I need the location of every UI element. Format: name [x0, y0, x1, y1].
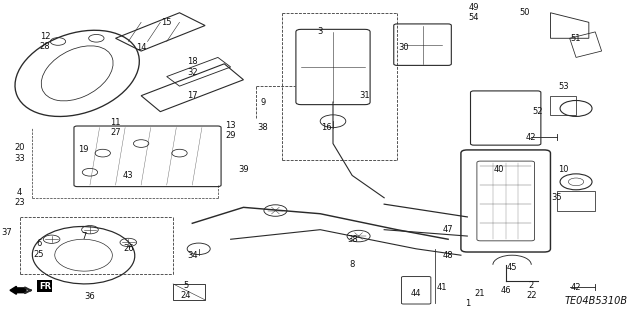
Text: 34: 34	[187, 251, 198, 260]
Text: 30: 30	[398, 43, 409, 52]
Text: 21: 21	[475, 289, 485, 298]
Text: 6
25: 6 25	[33, 239, 44, 258]
Text: 5
24: 5 24	[180, 281, 191, 300]
Text: 31: 31	[360, 91, 371, 100]
Text: 41: 41	[436, 283, 447, 292]
Text: 50: 50	[520, 8, 530, 17]
Text: 26: 26	[123, 244, 134, 253]
Text: TE04B5310B: TE04B5310B	[564, 296, 627, 306]
Text: 1: 1	[465, 299, 470, 308]
Text: 42: 42	[571, 283, 581, 292]
Bar	[173, 284, 205, 300]
Text: 7: 7	[81, 232, 86, 241]
Text: 10: 10	[558, 165, 568, 174]
Text: 37: 37	[1, 228, 12, 237]
Text: 15: 15	[161, 18, 172, 27]
Text: 51: 51	[571, 34, 581, 43]
Text: 39: 39	[238, 165, 249, 174]
Text: 38: 38	[347, 235, 358, 244]
Text: 11
27: 11 27	[110, 118, 121, 137]
Text: 8: 8	[349, 260, 355, 269]
Text: 46: 46	[500, 286, 511, 295]
Text: 9: 9	[260, 98, 265, 107]
Text: 38: 38	[257, 123, 268, 132]
Text: 40: 40	[494, 165, 504, 174]
Text: 44: 44	[411, 289, 421, 298]
Text: FR: FR	[39, 282, 51, 291]
Text: 16: 16	[321, 123, 332, 132]
Text: 45: 45	[507, 263, 517, 272]
Text: 42: 42	[526, 133, 536, 142]
Text: 48: 48	[443, 251, 453, 260]
Text: 20
33: 20 33	[14, 144, 25, 163]
Text: 17: 17	[187, 91, 198, 100]
Text: 43: 43	[123, 171, 134, 180]
Text: 2
22: 2 22	[526, 281, 536, 300]
Text: 49
54: 49 54	[468, 3, 479, 22]
Text: 47: 47	[443, 225, 453, 234]
Text: 35: 35	[552, 193, 562, 202]
Text: 14: 14	[136, 43, 147, 52]
Text: 52: 52	[532, 107, 543, 116]
Text: 4
23: 4 23	[14, 188, 25, 207]
Text: 36: 36	[84, 292, 95, 301]
Text: 18
32: 18 32	[187, 57, 198, 77]
Text: 13
29: 13 29	[225, 121, 236, 140]
FancyArrow shape	[10, 286, 26, 294]
Text: 3: 3	[317, 27, 323, 36]
Text: 12
28: 12 28	[40, 32, 51, 51]
Text: 19: 19	[78, 145, 89, 154]
Text: 53: 53	[558, 82, 568, 91]
